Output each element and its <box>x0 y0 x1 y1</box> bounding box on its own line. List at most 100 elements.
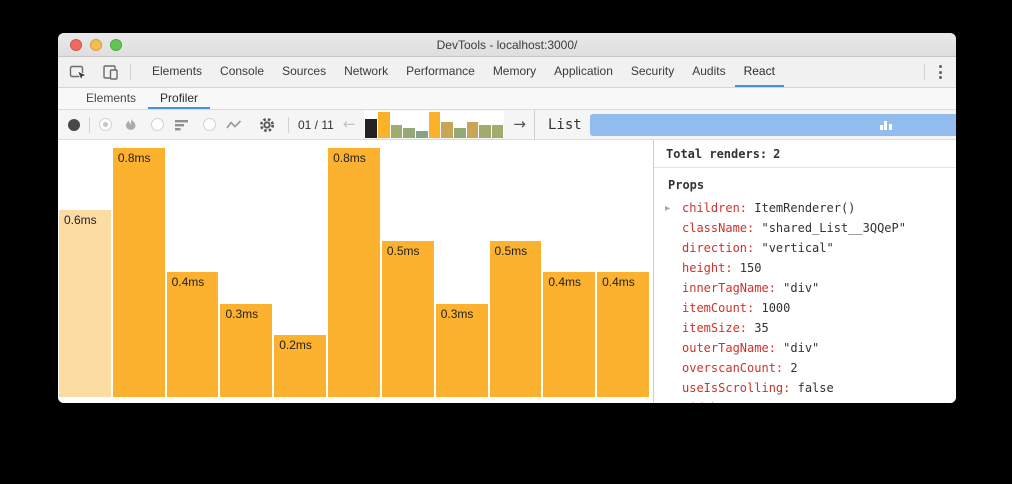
commit-bar[interactable]: 0.3ms <box>220 304 273 397</box>
devtools-window: DevTools - localhost:3000/ Elements Conso… <box>58 33 956 403</box>
tab-performance[interactable]: Performance <box>406 64 475 78</box>
tab-bar-right <box>924 57 956 87</box>
prop-key: children: <box>682 201 748 215</box>
prop-row-children: ▸ children: ItemRenderer() <box>654 198 956 218</box>
commit-bar[interactable]: 0.4ms <box>543 272 596 397</box>
react-subtab-elements[interactable]: Elements <box>86 90 137 105</box>
prop-key: itemSize: <box>682 321 748 335</box>
selected-component-name: List <box>547 116 582 133</box>
minimap-commit-bar[interactable] <box>403 128 415 138</box>
zoom-window-button[interactable] <box>110 39 122 51</box>
prop-value: 300 <box>725 401 755 403</box>
commit-bar-duration-label: 0.4ms <box>602 275 635 289</box>
flame-icon[interactable] <box>118 114 142 136</box>
minimap-commit-bar[interactable] <box>466 122 479 138</box>
interactions-line-icon[interactable] <box>222 114 246 136</box>
minimap-commit-bar[interactable] <box>479 125 491 138</box>
tab-elements[interactable]: Elements <box>152 64 203 78</box>
commit-bar-duration-label: 0.6ms <box>64 213 97 227</box>
divider <box>89 116 90 133</box>
minimap-commit-bar[interactable] <box>378 112 390 138</box>
commit-bar[interactable]: 0.4ms <box>597 272 649 397</box>
total-renders-row: Total renders: 2 <box>654 140 956 168</box>
commit-bar-duration-label: 0.3ms <box>225 307 259 321</box>
window-title: DevTools - localhost:3000/ <box>436 37 578 52</box>
ranked-radio[interactable] <box>151 118 164 131</box>
prop-key: overscanCount: <box>682 361 784 375</box>
prop-value: 2 <box>783 361 798 375</box>
previous-commit-arrow[interactable]: ← <box>342 115 356 133</box>
device-toolbar-icon[interactable] <box>98 61 122 83</box>
minimap-commit-bar[interactable] <box>428 112 441 138</box>
prop-key: height: <box>682 261 733 275</box>
divider <box>130 64 131 80</box>
window-controls <box>70 39 122 51</box>
prop-row-height: height: 150 <box>654 258 956 278</box>
close-window-button[interactable] <box>70 39 82 51</box>
prop-value: false <box>790 381 834 395</box>
tab-memory[interactable]: Memory <box>492 64 537 78</box>
devtools-tab-bar: Elements Console Sources Network Performance… <box>58 57 956 88</box>
flamegraph-radio[interactable] <box>99 118 112 131</box>
commit-bar[interactable]: 0.4ms <box>166 272 219 397</box>
minimap-commit-bar[interactable] <box>415 131 428 138</box>
divider <box>924 64 925 80</box>
ranked-chart-icon[interactable] <box>170 114 194 136</box>
overflow-menu-icon[interactable] <box>933 61 948 83</box>
total-renders-value: 2 <box>773 146 781 161</box>
total-renders-label: Total renders: <box>666 146 768 161</box>
commit-bar[interactable]: 0.6ms <box>59 210 111 397</box>
tab-security[interactable]: Security <box>630 64 675 78</box>
divider <box>288 116 289 133</box>
commit-bar[interactable]: 0.8ms <box>112 148 165 397</box>
toolbar-row: 01 / 11 ← → List ✕ <box>58 110 956 140</box>
tab-sources[interactable]: Sources <box>282 64 327 78</box>
commit-bar[interactable]: 0.5ms <box>381 241 434 397</box>
next-commit-arrow[interactable]: → <box>513 115 526 133</box>
prop-row-itemSize: itemSize: 35 <box>654 318 956 338</box>
commit-minimap <box>364 111 505 138</box>
minimap-commit-bar[interactable] <box>365 119 378 138</box>
record-button[interactable] <box>68 118 80 131</box>
tab-console[interactable]: Console <box>220 64 265 78</box>
prop-key: outerTagName: <box>682 341 776 355</box>
ranked-view-option <box>151 114 194 136</box>
inspect-element-icon[interactable] <box>66 61 90 83</box>
prop-row-overscanCount: overscanCount: 2 <box>654 358 956 378</box>
prop-value: ItemRenderer() <box>747 201 856 215</box>
interactions-radio[interactable] <box>203 118 216 131</box>
prop-row-innerTagName: innerTagName: "div" <box>654 278 956 298</box>
tab-react[interactable]: React <box>734 57 784 87</box>
expand-arrow-icon[interactable]: ▸ <box>665 202 671 214</box>
devtools-tabs: Elements Console Sources Network Performance… <box>143 57 784 87</box>
prop-value: 150 <box>732 261 762 275</box>
commit-bar[interactable]: 0.8ms <box>328 148 380 397</box>
minimap-commit-bar[interactable] <box>390 125 403 138</box>
prop-row-className: className: "shared_List__3QQeP" <box>654 218 956 238</box>
commit-bar[interactable]: 0.2ms <box>274 335 327 397</box>
tab-network[interactable]: Network <box>344 64 389 78</box>
minimap-commit-bar[interactable] <box>491 125 504 138</box>
commit-bar-duration-label: 0.3ms <box>440 307 474 321</box>
prop-row-useIsScrolling: useIsScrolling: false <box>654 378 956 398</box>
minimap-commit-bar[interactable] <box>453 128 466 138</box>
minimize-window-button[interactable] <box>90 39 102 51</box>
react-subtab-profiler[interactable]: Profiler <box>148 88 211 109</box>
tab-application[interactable]: Application <box>554 64 613 78</box>
commit-bar-duration-label: 0.8ms <box>117 151 151 165</box>
view-chart-button[interactable] <box>589 113 956 136</box>
commit-bar[interactable]: 0.3ms <box>435 304 488 397</box>
commit-bar[interactable]: 0.5ms <box>489 241 542 397</box>
commit-bar-duration-label: 0.4ms <box>171 275 205 289</box>
react-tab-bar: Elements Profiler <box>58 88 956 110</box>
prop-key: className: <box>682 221 755 235</box>
tab-audits[interactable]: Audits <box>692 64 726 78</box>
profiler-content: 0.6ms 0.8ms 0.4ms 0.3ms 0.2ms 0.8ms 0.5ms 0.3ms… <box>58 140 956 403</box>
prop-key: width: <box>682 401 725 403</box>
title-bar: DevTools - localhost:3000/ <box>58 33 956 57</box>
minimap-commit-bar[interactable] <box>441 122 453 138</box>
flamegraph-view-option <box>99 114 142 136</box>
settings-gear-icon[interactable] <box>255 114 279 136</box>
prop-row-itemCount: itemCount: 1000 <box>654 298 956 318</box>
